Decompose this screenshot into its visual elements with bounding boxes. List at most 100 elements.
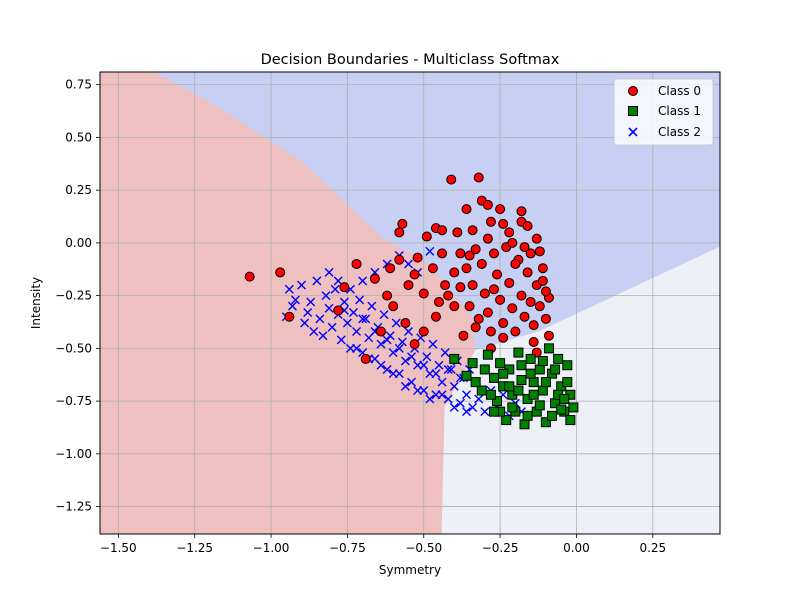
- point-class-0: [540, 286, 551, 297]
- point-class-1: [449, 353, 460, 364]
- point-class-0: [534, 301, 545, 312]
- point-class-0: [385, 263, 396, 274]
- point-class-1: [513, 347, 524, 358]
- point-class-1: [540, 417, 551, 428]
- x-axis-label: Symmetry: [379, 563, 441, 577]
- point-class-0: [537, 263, 548, 274]
- point-class-0: [516, 290, 527, 301]
- point-class-0: [339, 282, 350, 293]
- point-class-0: [507, 237, 518, 248]
- point-class-0: [449, 267, 460, 278]
- x-tick-label: −0.75: [329, 541, 366, 555]
- point-class-0: [418, 326, 429, 337]
- point-class-2: [333, 276, 343, 286]
- point-class-0: [275, 267, 286, 278]
- point-class-2: [306, 297, 316, 307]
- point-class-2: [468, 402, 478, 412]
- point-class-2: [367, 301, 377, 311]
- point-class-0: [504, 277, 515, 288]
- point-class-0: [351, 258, 362, 269]
- point-class-2: [403, 326, 413, 336]
- point-class-0: [375, 326, 386, 337]
- legend-marker-class-0: [628, 86, 638, 96]
- point-class-1: [485, 389, 496, 400]
- point-class-0: [488, 248, 499, 259]
- point-class-0: [519, 311, 530, 322]
- decision-region-class-1: [441, 246, 720, 534]
- point-class-2: [339, 297, 349, 307]
- plot-frame: [99, 71, 721, 535]
- point-class-0: [437, 225, 448, 236]
- point-class-2: [419, 360, 429, 370]
- point-class-2: [480, 407, 490, 417]
- y-tick-label: −0.75: [55, 394, 92, 408]
- point-class-2: [327, 322, 337, 332]
- x-tick-label: 0.00: [563, 541, 590, 555]
- point-class-2: [342, 318, 352, 328]
- point-class-1: [528, 389, 539, 400]
- point-class-0: [430, 311, 441, 322]
- point-class-0: [369, 273, 380, 284]
- point-class-1: [519, 419, 530, 430]
- point-class-0: [510, 326, 521, 337]
- point-class-1: [522, 410, 533, 421]
- decision-regions: [100, 72, 720, 534]
- point-class-2: [300, 318, 310, 328]
- point-class-1: [467, 358, 478, 369]
- point-class-0: [403, 280, 414, 291]
- point-class-2: [434, 360, 444, 370]
- axis-ticks: −1.50 −1.25 −1.00 −0.75 −0.50 −0.25 0.00 0.25 0.…: [55, 78, 666, 555]
- point-class-0: [522, 267, 533, 278]
- point-class-2: [437, 377, 447, 387]
- point-class-1: [479, 364, 490, 375]
- point-class-2: [413, 386, 423, 396]
- point-class-2: [287, 301, 297, 311]
- point-class-0: [421, 231, 432, 242]
- point-class-0: [443, 290, 454, 301]
- point-class-2: [315, 314, 325, 324]
- point-class-0: [394, 254, 405, 265]
- point-class-2: [443, 394, 453, 404]
- point-class-0: [540, 313, 551, 324]
- y-tick-label: −1.00: [55, 447, 92, 461]
- point-class-2: [462, 390, 471, 400]
- point-class-2: [425, 246, 435, 256]
- point-class-2: [422, 352, 432, 362]
- point-class-1: [470, 377, 481, 388]
- point-class-1: [562, 377, 573, 388]
- point-class-0: [498, 318, 509, 329]
- point-class-0: [473, 172, 484, 183]
- point-class-1: [488, 406, 499, 417]
- point-class-0: [528, 337, 539, 348]
- point-class-0: [388, 301, 399, 312]
- point-class-0: [440, 280, 451, 291]
- point-class-2: [391, 318, 401, 328]
- point-class-2: [303, 307, 313, 317]
- point-class-0: [519, 242, 530, 253]
- point-class-1: [550, 364, 561, 375]
- point-class-2: [431, 369, 441, 379]
- point-class-2: [407, 377, 417, 387]
- point-class-2: [290, 295, 300, 305]
- point-class-0: [360, 353, 371, 364]
- point-class-1: [482, 349, 493, 360]
- point-class-2: [352, 343, 362, 353]
- point-class-2: [400, 381, 410, 391]
- point-class-0: [470, 322, 481, 333]
- point-class-2: [449, 402, 459, 412]
- legend-box: [613, 78, 714, 146]
- point-class-2: [330, 284, 340, 294]
- point-class-0: [485, 216, 496, 227]
- point-class-1: [562, 360, 573, 371]
- point-class-2: [379, 310, 389, 320]
- point-class-2: [284, 284, 294, 294]
- point-class-2: [297, 280, 307, 290]
- point-class-0: [412, 252, 423, 263]
- point-class-2: [455, 398, 465, 408]
- point-class-2: [446, 364, 456, 374]
- point-class-1: [534, 400, 545, 411]
- y-axis-label: Intensity: [29, 277, 43, 329]
- point-class-0: [464, 301, 475, 312]
- point-class-0: [537, 275, 548, 286]
- point-class-1: [568, 402, 579, 413]
